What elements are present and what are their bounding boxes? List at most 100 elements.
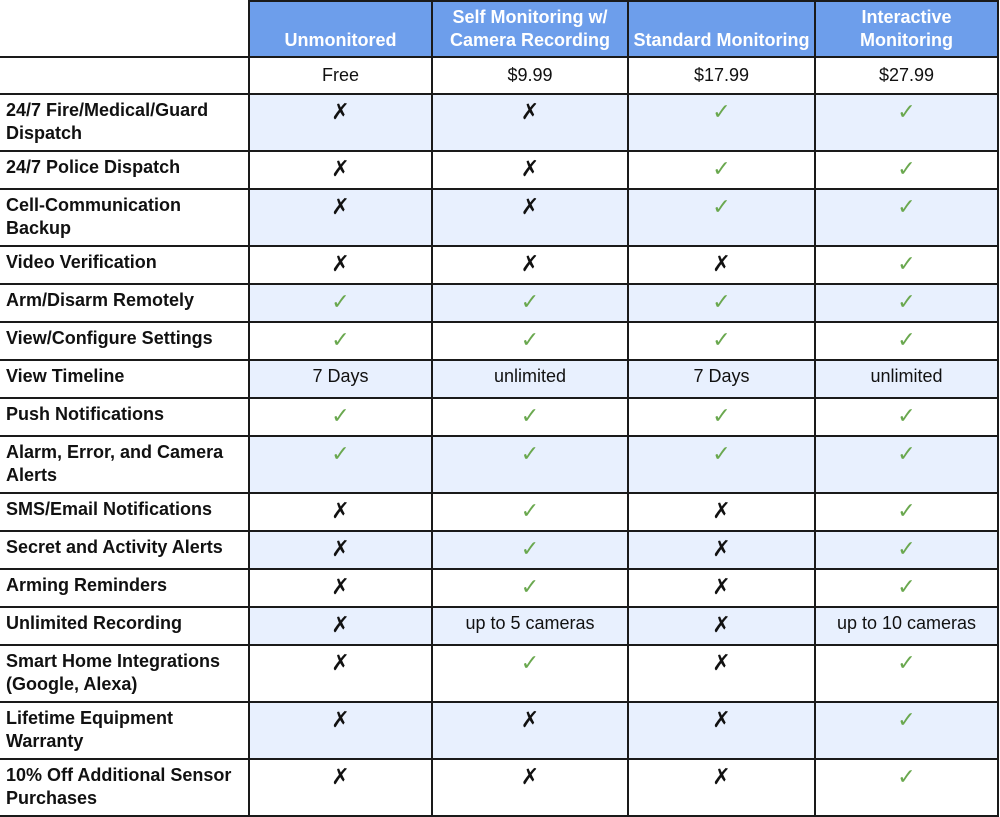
check-icon: ✓ (897, 575, 916, 600)
check-icon: ✓ (520, 651, 540, 676)
feature-row: SMS/Email Notifications ✗ ✓ ✗ ✓ (0, 492, 999, 532)
check-icon: ✓ (897, 537, 916, 562)
feature-value-cell: ✓ (248, 321, 433, 361)
feature-value-cell: ✓ (431, 530, 629, 570)
check-icon: ✓ (331, 290, 350, 315)
feature-value-cell: ✓ (814, 758, 999, 817)
feature-value-cell: ✗ (431, 245, 629, 285)
feature-value-cell: ✗ (248, 492, 433, 532)
feature-row: 10% Off Additional Sensor Purchases ✗ ✗ ✗ ✓ (0, 758, 999, 817)
check-icon: ✓ (897, 328, 916, 353)
feature-row: Arming Reminders ✗ ✓ ✗ ✓ (0, 568, 999, 608)
feature-value-cell: ✓ (814, 568, 999, 608)
check-icon: ✓ (520, 442, 540, 467)
cross-icon: ✗ (331, 252, 350, 277)
feature-value-cell: ✓ (431, 283, 629, 323)
check-icon: ✓ (520, 404, 540, 429)
feature-value-cell: ✓ (248, 397, 433, 437)
feature-row: 24/7 Police Dispatch ✗ ✗ ✓ ✓ (0, 150, 999, 190)
feature-value-cell: up to 5 cameras (431, 606, 629, 646)
check-icon: ✓ (520, 499, 540, 524)
price-standard: $17.99 (627, 56, 816, 95)
check-icon: ✓ (712, 442, 731, 467)
feature-value-cell: ✓ (431, 321, 629, 361)
cross-icon: ✗ (331, 651, 350, 676)
feature-value-cell: ✓ (814, 397, 999, 437)
feature-value-cell: ✓ (814, 435, 999, 494)
feature-value-text: up to 10 cameras (836, 613, 977, 633)
feature-value-text: unlimited (493, 366, 567, 386)
feature-value-cell: ✓ (814, 245, 999, 285)
feature-value-text: unlimited (870, 366, 943, 386)
check-icon: ✓ (331, 328, 350, 353)
feature-label: Video Verification (0, 245, 250, 285)
feature-row: Lifetime Equipment Warranty ✗ ✗ ✗ ✓ (0, 701, 999, 760)
feature-value-cell: ✗ (248, 530, 433, 570)
check-icon: ✓ (712, 100, 731, 125)
check-icon: ✓ (331, 442, 350, 467)
plan-header-interactive: Interactive Monitoring (814, 0, 999, 58)
feature-value-cell: ✓ (248, 283, 433, 323)
check-icon: ✓ (897, 765, 916, 790)
feature-label: 10% Off Additional Sensor Purchases (0, 758, 250, 817)
feature-value-cell: ✓ (248, 435, 433, 494)
feature-value-cell: ✗ (431, 150, 629, 190)
cross-icon: ✗ (520, 195, 540, 220)
feature-value-cell: ✓ (431, 492, 629, 532)
check-icon: ✓ (331, 404, 350, 429)
cross-icon: ✗ (331, 708, 350, 733)
check-icon: ✓ (712, 195, 731, 220)
feature-value-cell: ✓ (627, 321, 816, 361)
feature-value-cell: ✓ (814, 644, 999, 703)
check-icon: ✓ (897, 290, 916, 315)
check-icon: ✓ (897, 252, 916, 277)
cross-icon: ✗ (712, 499, 731, 524)
feature-row: Smart Home Integrations (Google, Alexa) ✗… (0, 644, 999, 703)
feature-label: Secret and Activity Alerts (0, 530, 250, 570)
price-interactive: $27.99 (814, 56, 999, 95)
feature-value-cell: ✗ (627, 606, 816, 646)
feature-value-cell: ✗ (627, 701, 816, 760)
feature-row: Unlimited Recording ✗ up to 5 cameras ✗ up t… (0, 606, 999, 646)
feature-value-cell: ✓ (431, 435, 629, 494)
cross-icon: ✗ (712, 651, 731, 676)
check-icon: ✓ (897, 195, 916, 220)
feature-row: 24/7 Fire/Medical/Guard Dispatch ✗ ✗ ✓ ✓ (0, 93, 999, 152)
feature-row: Video Verification ✗ ✗ ✗ ✓ (0, 245, 999, 285)
cross-icon: ✗ (712, 708, 731, 733)
feature-value-cell: ✗ (248, 644, 433, 703)
cross-icon: ✗ (331, 100, 350, 125)
feature-value-cell: ✓ (814, 530, 999, 570)
feature-label: Arm/Disarm Remotely (0, 283, 250, 323)
feature-value-text: 7 Days (312, 366, 369, 386)
price-unmonitored: Free (248, 56, 433, 95)
feature-value-cell: ✓ (814, 283, 999, 323)
cross-icon: ✗ (520, 252, 540, 277)
plan-header-standard: Standard Monitoring (627, 0, 816, 58)
feature-value-cell: ✗ (248, 93, 433, 152)
feature-value-cell: ✓ (431, 644, 629, 703)
feature-label: View/Configure Settings (0, 321, 250, 361)
check-icon: ✓ (712, 404, 731, 429)
cross-icon: ✗ (520, 157, 540, 182)
price-row: Free $9.99 $17.99 $27.99 (0, 56, 999, 95)
check-icon: ✓ (712, 328, 731, 353)
feature-value-cell: ✗ (248, 701, 433, 760)
feature-value-text: up to 5 cameras (465, 613, 595, 633)
feature-row: Push Notifications ✓ ✓ ✓ ✓ (0, 397, 999, 437)
corner-cell (0, 1, 250, 58)
feature-value-cell: ✗ (431, 188, 629, 247)
feature-value-cell: ✗ (248, 606, 433, 646)
check-icon: ✓ (520, 290, 540, 315)
feature-value-cell: ✗ (248, 568, 433, 608)
cross-icon: ✗ (331, 157, 350, 182)
feature-value-cell: ✗ (431, 93, 629, 152)
check-icon: ✓ (897, 708, 916, 733)
feature-label: View Timeline (0, 359, 250, 399)
cross-icon: ✗ (520, 708, 540, 733)
cross-icon: ✗ (712, 252, 731, 277)
feature-value-cell: ✗ (248, 188, 433, 247)
feature-value-cell: ✓ (814, 150, 999, 190)
check-icon: ✓ (897, 499, 916, 524)
feature-value-cell: ✗ (627, 568, 816, 608)
